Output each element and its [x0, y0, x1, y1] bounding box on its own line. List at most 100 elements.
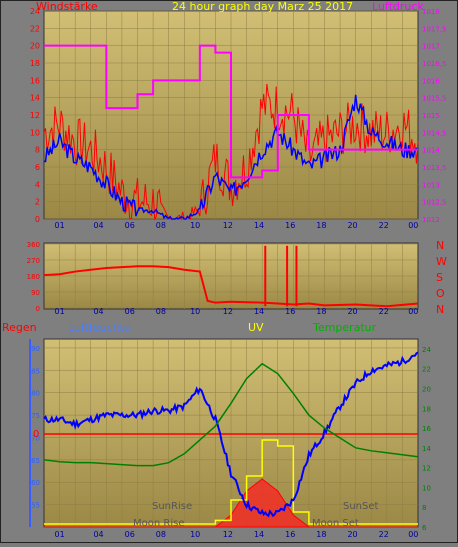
- wind-y-tick: 16: [30, 76, 40, 85]
- wind-y-tick: 24: [30, 7, 40, 16]
- x-tick-label: 18: [316, 307, 326, 316]
- temperature-y-tick: 8: [422, 504, 426, 512]
- temperature-y-tick: 16: [422, 425, 431, 433]
- temperature-title: Temperatur: [313, 321, 377, 334]
- moonrise-label: Moon Rise: [133, 518, 185, 529]
- x-tick-label: 18: [316, 221, 326, 230]
- direction-y-tick: 180: [27, 273, 40, 281]
- pressure-title: Luftdruck: [372, 0, 424, 13]
- direction-o: O: [436, 287, 445, 300]
- temperature-y-tick: 20: [422, 385, 431, 393]
- x-tick-label: 01: [54, 221, 64, 230]
- sunset-label: SunSet: [343, 501, 379, 512]
- humidity-title: Luftfeuchte: [68, 321, 131, 334]
- zero-line-label: 0: [33, 429, 40, 440]
- temperature-y-tick: 22: [422, 366, 431, 374]
- pressure-y-tick: 1013,5: [422, 164, 447, 172]
- wind-y-tick: 0: [35, 215, 40, 224]
- x-tick-label: 20: [347, 530, 357, 539]
- temperature-y-tick: 6: [422, 524, 427, 532]
- direction-y-tick: 360: [27, 241, 40, 249]
- x-tick-label: 04: [93, 530, 103, 539]
- x-tick-label: 12: [223, 221, 233, 230]
- direction-n-top: N: [436, 239, 445, 252]
- x-tick-label: 16: [285, 530, 295, 539]
- x-tick-label: 22: [379, 530, 389, 539]
- pressure-y-tick: 1015: [422, 112, 440, 120]
- pressure-y-tick: 1017: [422, 43, 440, 51]
- x-tick-label: 16: [285, 221, 295, 230]
- temperature-y-tick: 14: [422, 445, 431, 453]
- pressure-y-tick: 1014: [422, 147, 440, 155]
- x-tick-label: 14: [254, 307, 264, 316]
- x-tick-label: 00: [408, 530, 418, 539]
- wind-y-tick: 20: [30, 42, 40, 51]
- temperature-y-tick: 10: [422, 484, 431, 492]
- humidity-y-tick: 85: [31, 367, 40, 375]
- x-tick-label: 08: [156, 221, 166, 230]
- direction-y-tick: 0: [36, 305, 40, 313]
- humidity-y-tick: 70: [31, 434, 40, 442]
- wind-y-tick: 12: [30, 111, 40, 120]
- wind-y-tick: 22: [30, 24, 40, 33]
- x-tick-label: 22: [379, 307, 389, 316]
- x-tick-label: 01: [54, 307, 64, 316]
- wind-direction-line: [43, 265, 419, 308]
- pressure-y-tick: 1012,5: [422, 199, 447, 207]
- wind-y-tick: 6: [35, 163, 40, 172]
- series-lines: [43, 44, 419, 528]
- moonset-label: Moon Set: [312, 518, 359, 529]
- wind-y-tick: 10: [30, 128, 40, 137]
- x-tick-label: 00: [408, 221, 418, 230]
- humidity-y-tick: 60: [31, 479, 40, 487]
- uv-line: [44, 439, 418, 525]
- x-tick-label: 16: [285, 307, 295, 316]
- pressure-line: [44, 44, 418, 179]
- x-tick-label: 06: [125, 221, 135, 230]
- humidity-y-tick: 80: [31, 390, 40, 398]
- pressure-y-tick: 1012: [422, 216, 440, 224]
- humidity-line: [43, 351, 419, 518]
- x-tick-label: 14: [254, 221, 264, 230]
- humidity-y-tick: 75: [31, 412, 40, 420]
- humidity-y-tick: 65: [31, 457, 40, 465]
- temperature-y-tick: 24: [422, 346, 431, 354]
- wind-y-tick: 18: [30, 59, 40, 68]
- pressure-y-tick: 1013: [422, 181, 440, 189]
- uv-title: UV: [248, 321, 264, 334]
- x-tick-label: 10: [190, 221, 200, 230]
- temperature-y-tick: 18: [422, 405, 431, 413]
- x-tick-label: 10: [190, 530, 200, 539]
- x-tick-label: 08: [156, 530, 166, 539]
- sunrise-label: SunRise: [152, 501, 193, 512]
- x-tick-label: 04: [93, 307, 103, 316]
- chart-title: 24 hour graph day Marz 25 2017: [172, 0, 354, 13]
- x-tick-label: 18: [316, 530, 326, 539]
- x-tick-label: 20: [347, 307, 357, 316]
- x-tick-label: 01: [54, 530, 64, 539]
- x-tick-label: 12: [223, 307, 233, 316]
- direction-s: S: [436, 271, 443, 284]
- humidity-y-tick: 90: [31, 345, 40, 353]
- temperature-line: [43, 362, 419, 467]
- direction-n-bottom: N: [436, 303, 445, 316]
- direction-w: W: [436, 255, 447, 268]
- pressure-y-tick: 1017,5: [422, 25, 447, 33]
- wind-y-tick: 4: [35, 180, 40, 189]
- pressure-y-tick: 1015,5: [422, 95, 447, 103]
- x-tick-label: 06: [125, 530, 135, 539]
- x-tick-label: 00: [408, 307, 418, 316]
- x-tick-label: 12: [223, 530, 233, 539]
- x-tick-label: 10: [190, 307, 200, 316]
- direction-y-tick: 90: [31, 289, 40, 297]
- wind-y-tick: 8: [35, 146, 40, 155]
- rain-title: Regen: [2, 321, 37, 334]
- direction-y-tick: 270: [27, 257, 40, 265]
- pressure-y-tick: 1014,5: [422, 129, 447, 137]
- temperature-y-tick: 12: [422, 465, 431, 473]
- x-tick-label: 06: [125, 307, 135, 316]
- x-tick-label: 20: [347, 221, 357, 230]
- pressure-y-tick: 1016,5: [422, 60, 447, 68]
